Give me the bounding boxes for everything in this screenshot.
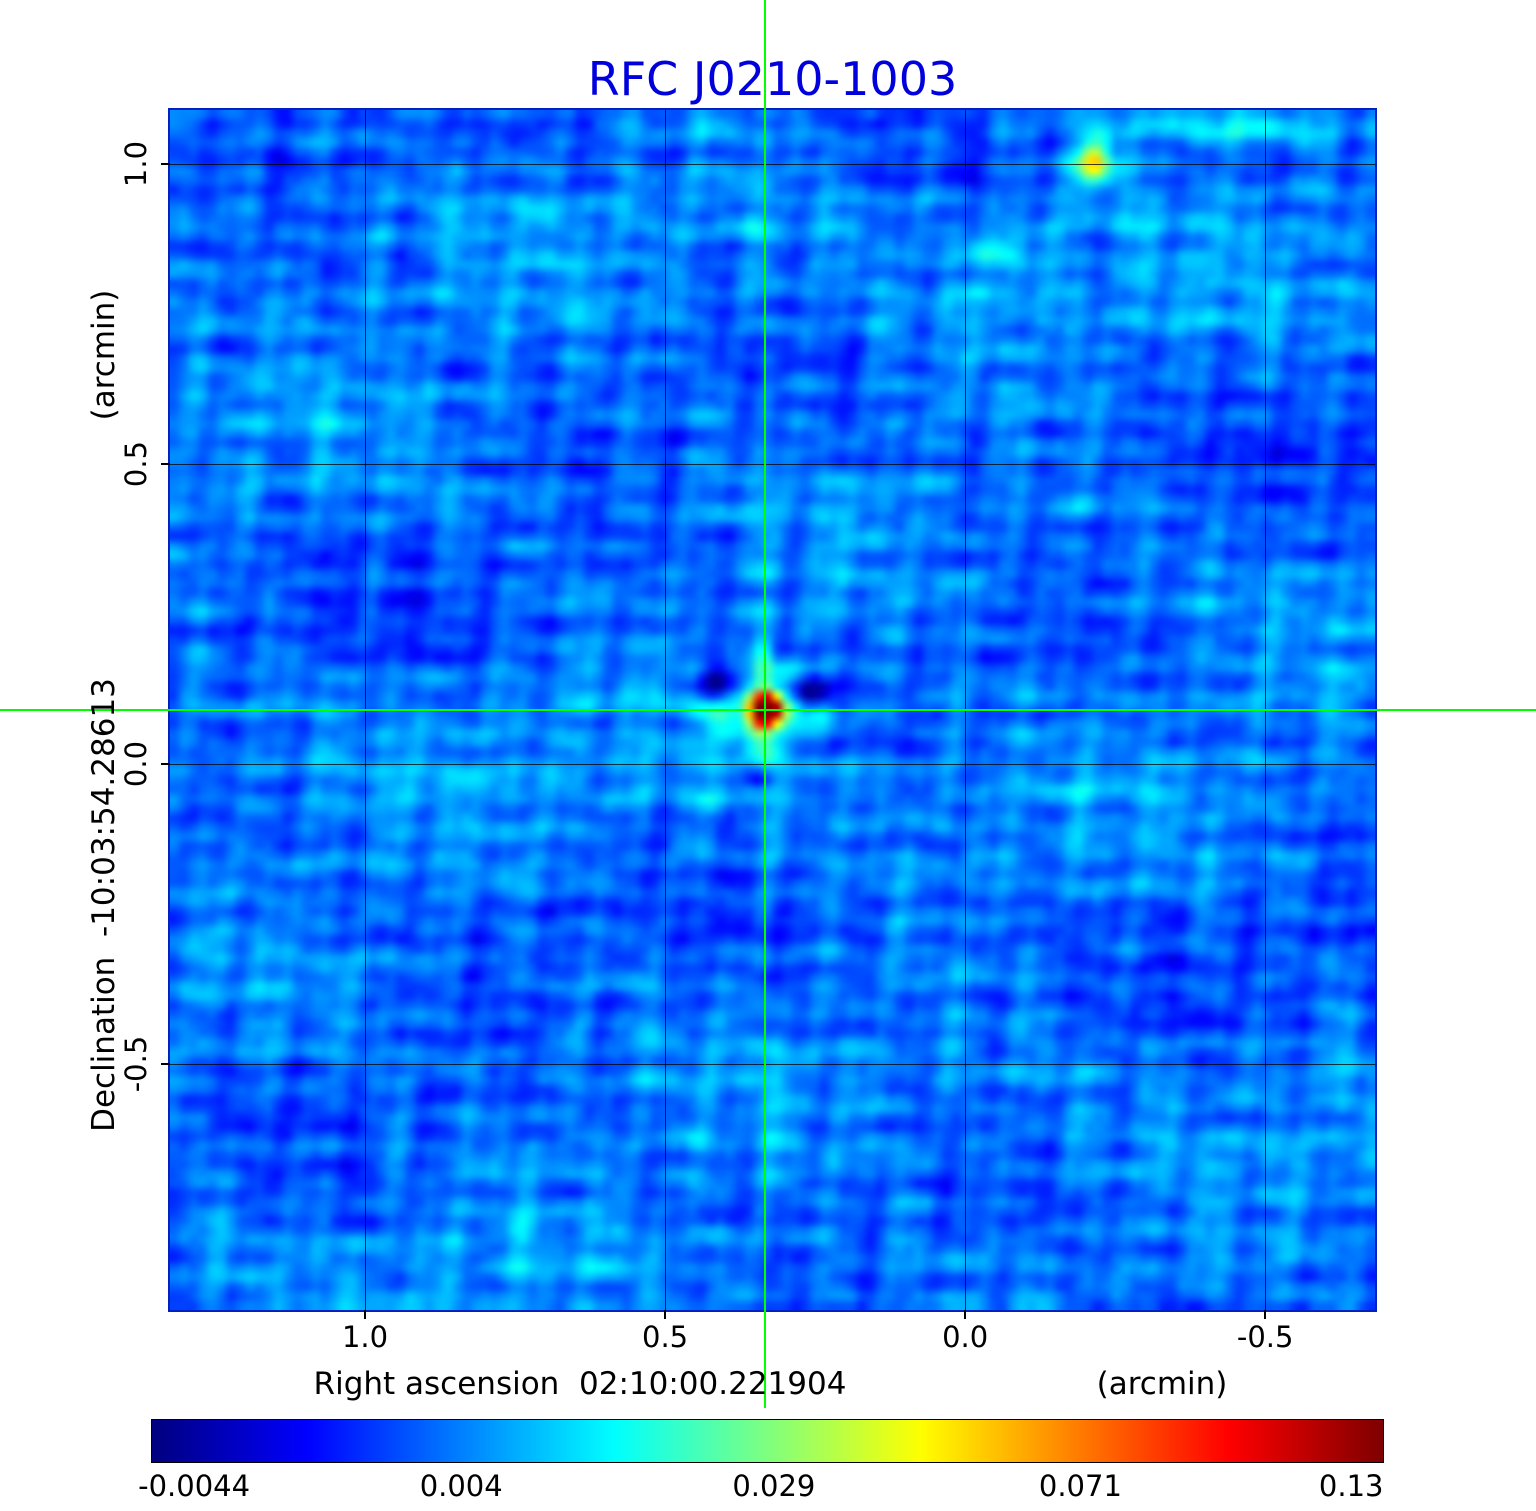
plot-title: RFC J0210-1003: [587, 52, 958, 106]
x-axis-unit: (arcmin): [1096, 1366, 1228, 1402]
y-tick-label: 0.0: [119, 740, 153, 788]
colorbar-gradient: [152, 1420, 1383, 1462]
x-tick-label: 1.0: [341, 1320, 389, 1354]
colorbar-tick-label: -0.0044: [138, 1469, 251, 1503]
y-tick-label: 1.0: [119, 140, 153, 188]
y-axis-unit: (arcmin): [86, 289, 122, 421]
y-axis-label: Declination -10:03:54.28613: [86, 678, 122, 1132]
y-tick-label: 0.5: [119, 440, 153, 488]
colorbar-tick-label: 0.004: [419, 1469, 503, 1503]
y-tick-label: -0.5: [119, 1035, 153, 1093]
colorbar-tick-label: 0.071: [1038, 1469, 1122, 1503]
crosshair-vertical-line: [764, 0, 767, 1408]
crosshair-horizontal-line: [0, 709, 1536, 711]
colorbar-tick-label: 0.13: [1318, 1469, 1384, 1503]
colorbar: [151, 1419, 1384, 1463]
x-tick-label: 0.0: [942, 1320, 989, 1354]
x-axis-label: Right ascension 02:10:00.221904: [313, 1366, 847, 1402]
colorbar-tick-label: 0.029: [732, 1469, 816, 1503]
x-tick-label: -0.5: [1236, 1320, 1294, 1354]
x-tick-label: 0.5: [642, 1320, 689, 1354]
